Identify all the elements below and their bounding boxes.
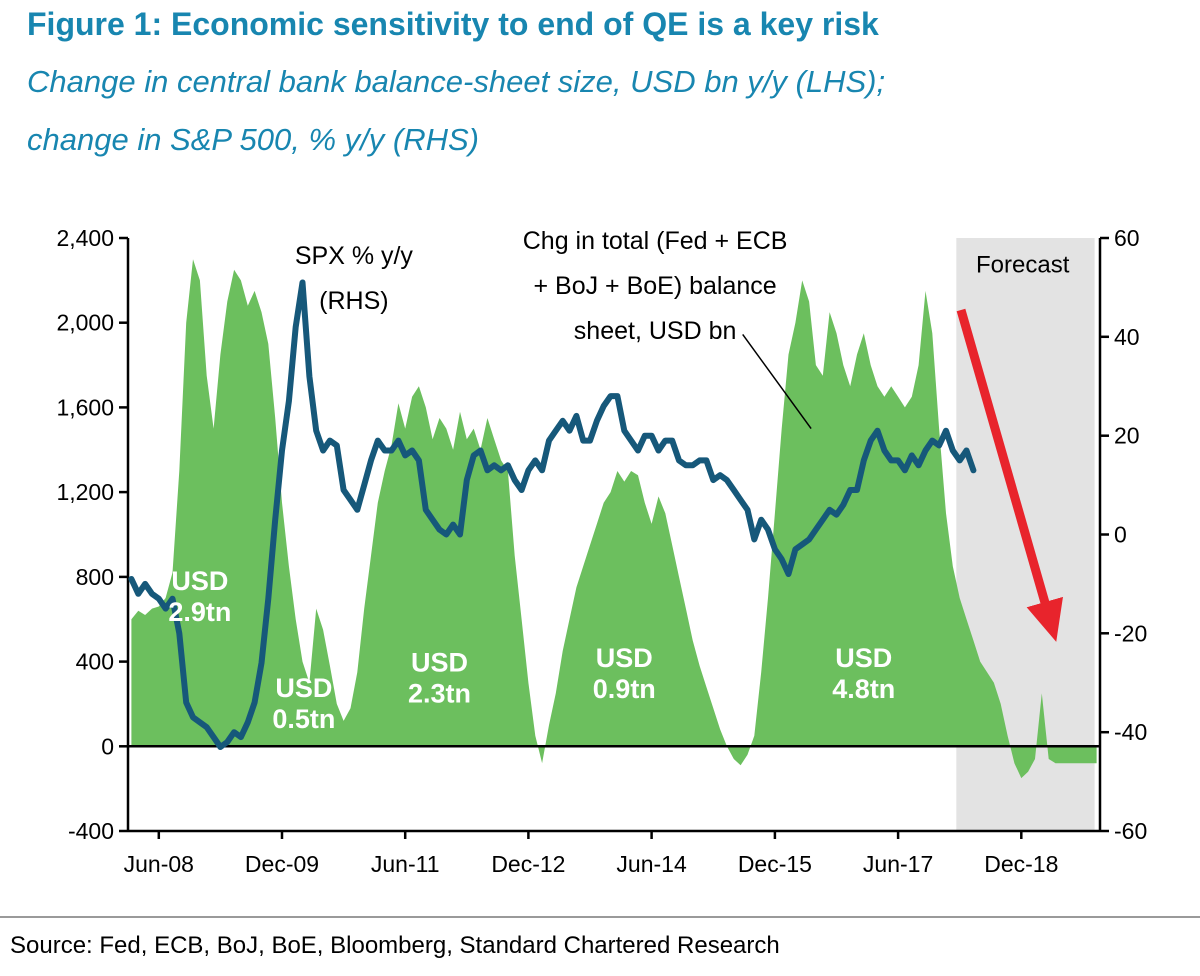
- rhs-tick-label: 0: [1114, 522, 1127, 548]
- annotation-leader-line: [742, 333, 812, 430]
- lhs-tick-label: 1,200: [56, 479, 114, 505]
- source-note: Source: Fed, ECB, BoJ, BoE, Bloomberg, S…: [0, 916, 1200, 960]
- x-tick-label: Jun-14: [616, 851, 687, 877]
- figure-header: Figure 1: Economic sensitivity to end of…: [27, 4, 1184, 174]
- x-tick-label: Jun-11: [371, 851, 440, 877]
- figure-title: Figure 1: Economic sensitivity to end of…: [27, 6, 879, 42]
- usd-label: USD: [596, 643, 653, 673]
- usd-label: 0.9tn: [593, 674, 656, 704]
- rhs-tick-label: -60: [1114, 818, 1147, 844]
- usd-label: 4.8tn: [832, 674, 895, 704]
- x-tick-label: Jun-17: [863, 851, 933, 877]
- usd-label: USD: [411, 647, 468, 677]
- spx-annotation: (RHS): [319, 287, 388, 315]
- spx-line: [128, 279, 977, 750]
- rhs-tick-label: 60: [1114, 225, 1140, 251]
- rhs-tick-label: -20: [1114, 620, 1147, 646]
- lhs-tick-label: 2,000: [56, 310, 114, 336]
- usd-label: USD: [171, 566, 228, 596]
- lhs-tick-label: 400: [76, 649, 114, 675]
- usd-label: USD: [275, 673, 332, 703]
- usd-label: USD: [835, 643, 892, 673]
- lhs-tick-label: 1,600: [56, 394, 114, 420]
- forecast-arrow: [956, 308, 1063, 642]
- x-tick-label: Dec-18: [984, 851, 1058, 877]
- lhs-tick-label: 800: [76, 564, 114, 590]
- lhs-tick-label: -400: [68, 818, 114, 844]
- figure-subtitle-line1: Change in central bank balance-sheet siz…: [27, 64, 886, 99]
- balance-sheet-annotation: sheet, USD bn: [574, 317, 737, 345]
- x-tick-label: Dec-12: [491, 851, 565, 877]
- figure-subtitle-line2: change in S&P 500, % y/y (RHS): [27, 122, 479, 158]
- usd-label: 2.9tn: [168, 597, 231, 627]
- balance-sheet-area: [131, 259, 1097, 779]
- balance-sheet-annotation: + BoJ + BoE) balance: [533, 272, 776, 300]
- balance-sheet-annotation: Chg in total (Fed + ECB: [523, 227, 788, 255]
- rhs-tick-label: 40: [1114, 324, 1140, 350]
- usd-label: 2.3tn: [408, 678, 471, 708]
- lhs-tick-label: 0: [101, 733, 114, 759]
- x-tick-label: Jun-08: [124, 851, 194, 877]
- rhs-tick-label: -40: [1114, 719, 1147, 745]
- rhs-tick-label: 20: [1114, 423, 1140, 449]
- x-tick-label: Dec-15: [738, 851, 812, 877]
- spx-annotation: SPX % y/y: [295, 242, 414, 270]
- forecast-label: Forecast: [976, 252, 1070, 279]
- qe-sensitivity-chart: 2,400 2,000 1,600 1,200 800 400 0 -400 60 40 20 0 -2…: [56, 225, 1147, 877]
- usd-label: 0.5tn: [272, 704, 335, 734]
- lhs-tick-label: 2,400: [56, 225, 114, 251]
- x-tick-label: Dec-09: [245, 851, 319, 877]
